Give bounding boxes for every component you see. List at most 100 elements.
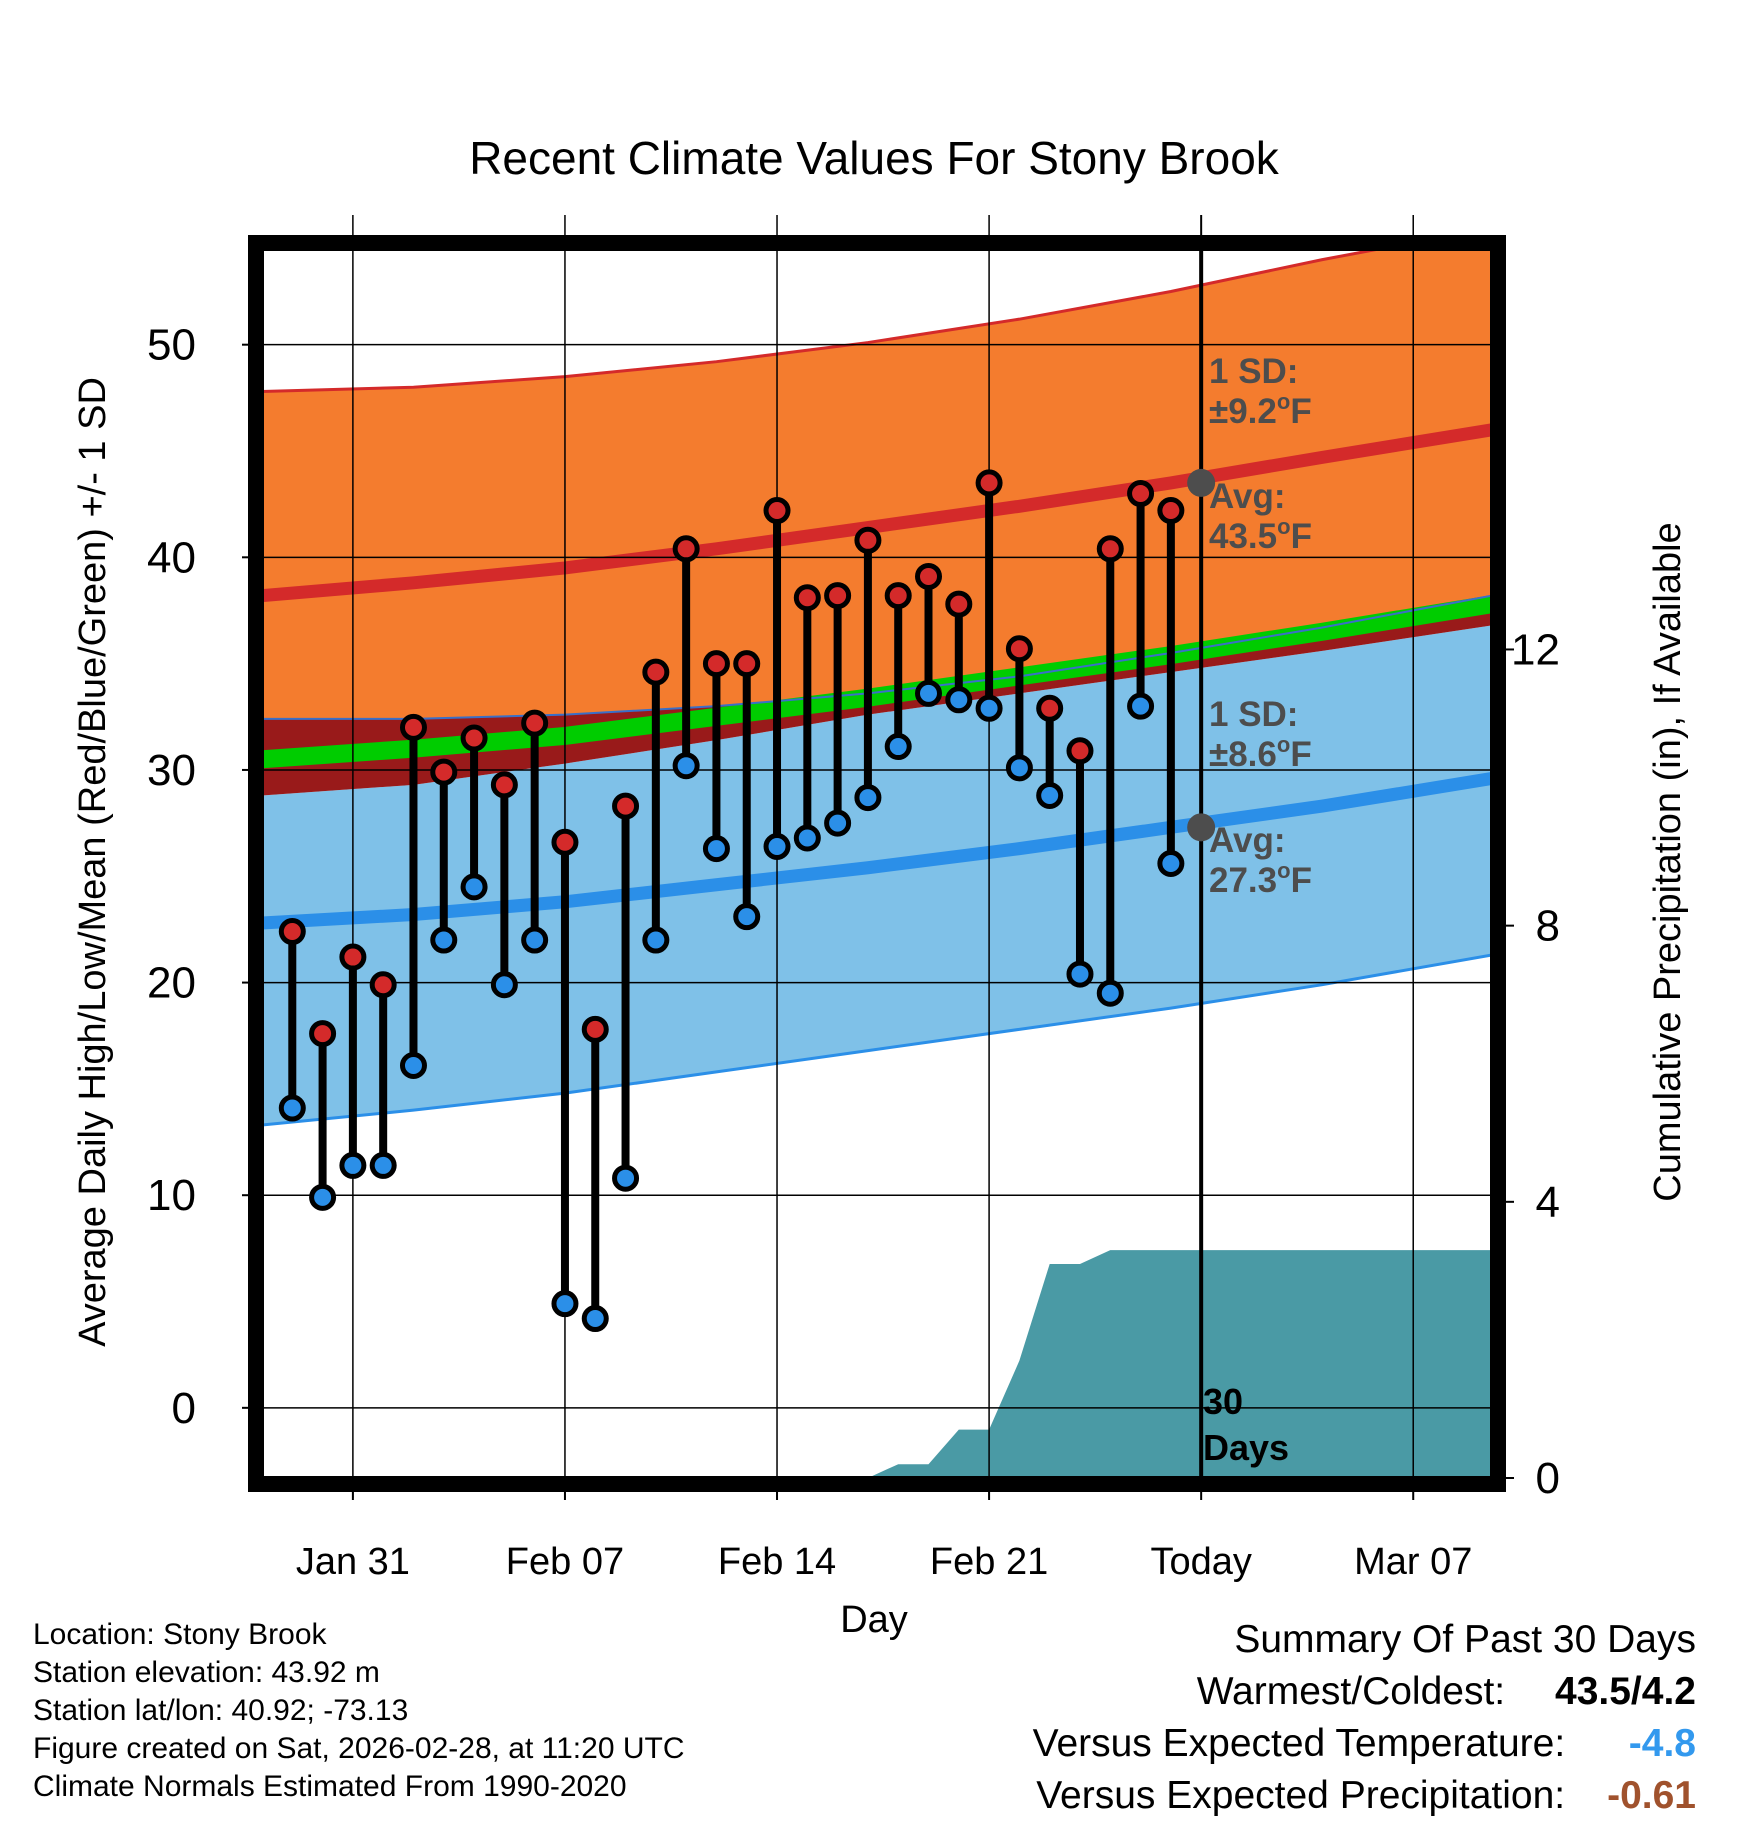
daily-high-point	[1005, 635, 1033, 663]
daily-low-point	[490, 971, 518, 999]
y-tick-label: 10	[147, 1171, 196, 1220]
high-avg-label: Avg:	[1209, 477, 1285, 516]
daily-high-point	[672, 535, 700, 563]
low-lower-line	[262, 953, 1492, 1127]
low-sd-band	[262, 625, 1492, 1126]
daily-low-point	[339, 1151, 367, 1179]
daily-high-point	[1036, 694, 1064, 722]
daily-low-point	[612, 1164, 640, 1192]
daily-high-point	[854, 526, 882, 554]
daily-low-point	[1066, 960, 1094, 988]
elevation-text: Station elevation: 43.92 m	[33, 1656, 380, 1689]
station-info: Location: Stony Brook Station elevation:…	[33, 1616, 685, 1806]
low-sd-value: ±8.6oF	[1209, 732, 1312, 774]
y-axis-label: Average Daily High/Low/Mean (Red/Blue/Gr…	[72, 377, 114, 1347]
daily-low-point	[399, 1051, 427, 1079]
high-sd-band	[262, 249, 1492, 719]
today-high-avg-marker	[1187, 468, 1216, 497]
y-tick-label: 20	[147, 959, 196, 1008]
daily-low-point	[945, 686, 973, 714]
daily-low-point	[278, 1094, 306, 1122]
daily-low-point	[551, 1290, 579, 1318]
daily-high-point	[793, 584, 821, 612]
x-axis-label: Day	[840, 1599, 908, 1641]
summary-panel: Summary Of Past 30 Days Warmest/Coldest:…	[1033, 1614, 1696, 1822]
warm-cold-value: 43.5/4.2	[1555, 1670, 1696, 1713]
x-tick-label: Today	[1150, 1541, 1251, 1583]
daily-low-point	[793, 824, 821, 852]
daily-high-point	[399, 713, 427, 741]
period-number: 30	[1203, 1381, 1243, 1422]
low-avg-line	[262, 772, 1492, 930]
normals-text: Climate Normals Estimated From 1990-2020	[33, 1770, 627, 1803]
daily-high-point	[278, 918, 306, 946]
today-low-avg-marker	[1187, 813, 1216, 842]
y-tick-label: 50	[147, 321, 196, 370]
summary-title: Summary Of Past 30 Days	[1234, 1618, 1696, 1661]
daily-high-point	[430, 758, 458, 786]
daily-low-point	[521, 926, 549, 954]
daily-high-point	[339, 943, 367, 971]
summary-temp-row: Versus Expected Temperature: -4.8	[1033, 1718, 1696, 1770]
daily-low-point	[884, 733, 912, 761]
daily-high-point	[1066, 737, 1094, 765]
daily-low-point	[1005, 754, 1033, 782]
daily-high-point	[642, 658, 670, 686]
x-tick-label: Mar 07	[1354, 1541, 1472, 1583]
y2-tick-label: 4	[1536, 1178, 1560, 1227]
daily-high-point	[1127, 480, 1155, 508]
daily-low-point	[369, 1151, 397, 1179]
x-tick-label: Jan 31	[296, 1541, 410, 1583]
daily-high-point	[551, 828, 579, 856]
x-tick-label: Feb 21	[930, 1541, 1048, 1583]
chart-title: Recent Climate Values For Stony Brook	[469, 132, 1280, 184]
daily-high-point	[763, 497, 791, 525]
daily-low-point	[824, 809, 852, 837]
daily-low-point	[309, 1183, 337, 1211]
location-text: Location: Stony Brook	[33, 1618, 327, 1651]
y-tick-label: 30	[147, 746, 196, 795]
temp-value: -4.8	[1628, 1722, 1696, 1765]
period-unit: Days	[1203, 1427, 1289, 1468]
daily-high-point	[309, 1020, 337, 1048]
daily-low-point	[642, 926, 670, 954]
y2-tick-label: 12	[1511, 625, 1560, 674]
daily-high-point	[975, 469, 1003, 497]
daily-high-point	[612, 792, 640, 820]
daily-low-point	[460, 873, 488, 901]
y2-tick-label: 0	[1536, 1454, 1560, 1503]
latlon-text: Station lat/lon: 40.92; -73.13	[33, 1694, 409, 1727]
low-avg-label: Avg:	[1209, 821, 1285, 860]
precip-value: -0.61	[1607, 1774, 1696, 1817]
daily-high-point	[733, 650, 761, 678]
daily-high-point	[460, 724, 488, 752]
daily-low-point	[915, 679, 943, 707]
high-sd-value: ±9.2oF	[1209, 389, 1312, 431]
daily-high-point	[369, 971, 397, 999]
precip-area	[262, 1250, 1492, 1478]
x-tick-label: Feb 14	[718, 1541, 836, 1583]
y2-axis-label: Cumulative Precipitation (in), If Availa…	[1647, 522, 1689, 1201]
daily-high-point	[824, 582, 852, 610]
daily-low-point	[430, 926, 458, 954]
precip-label: Versus Expected Precipitation:	[1036, 1774, 1566, 1817]
low-avg-value: 27.3oF	[1209, 858, 1312, 900]
daily-low-point	[854, 784, 882, 812]
daily-low-point	[1127, 692, 1155, 720]
y-tick-label: 0	[172, 1384, 196, 1433]
daily-low-point	[975, 694, 1003, 722]
daily-low-point	[702, 835, 730, 863]
low-sd-label: 1 SD:	[1209, 695, 1298, 734]
daily-high-point	[945, 590, 973, 618]
daily-low-point	[1096, 979, 1124, 1007]
x-tick-label: Feb 07	[506, 1541, 624, 1583]
daily-high-point	[490, 771, 518, 799]
y2-tick-label: 8	[1536, 902, 1560, 951]
daily-high-point	[702, 650, 730, 678]
summary-warm-cold-row: Warmest/Coldest: 43.5/4.2	[1033, 1666, 1696, 1718]
high-sd-label: 1 SD:	[1209, 352, 1298, 391]
created-text: Figure created on Sat, 2026-02-28, at 11…	[33, 1732, 685, 1765]
summary-precip-row: Versus Expected Precipitation: -0.61	[1033, 1770, 1696, 1822]
daily-low-point	[672, 752, 700, 780]
